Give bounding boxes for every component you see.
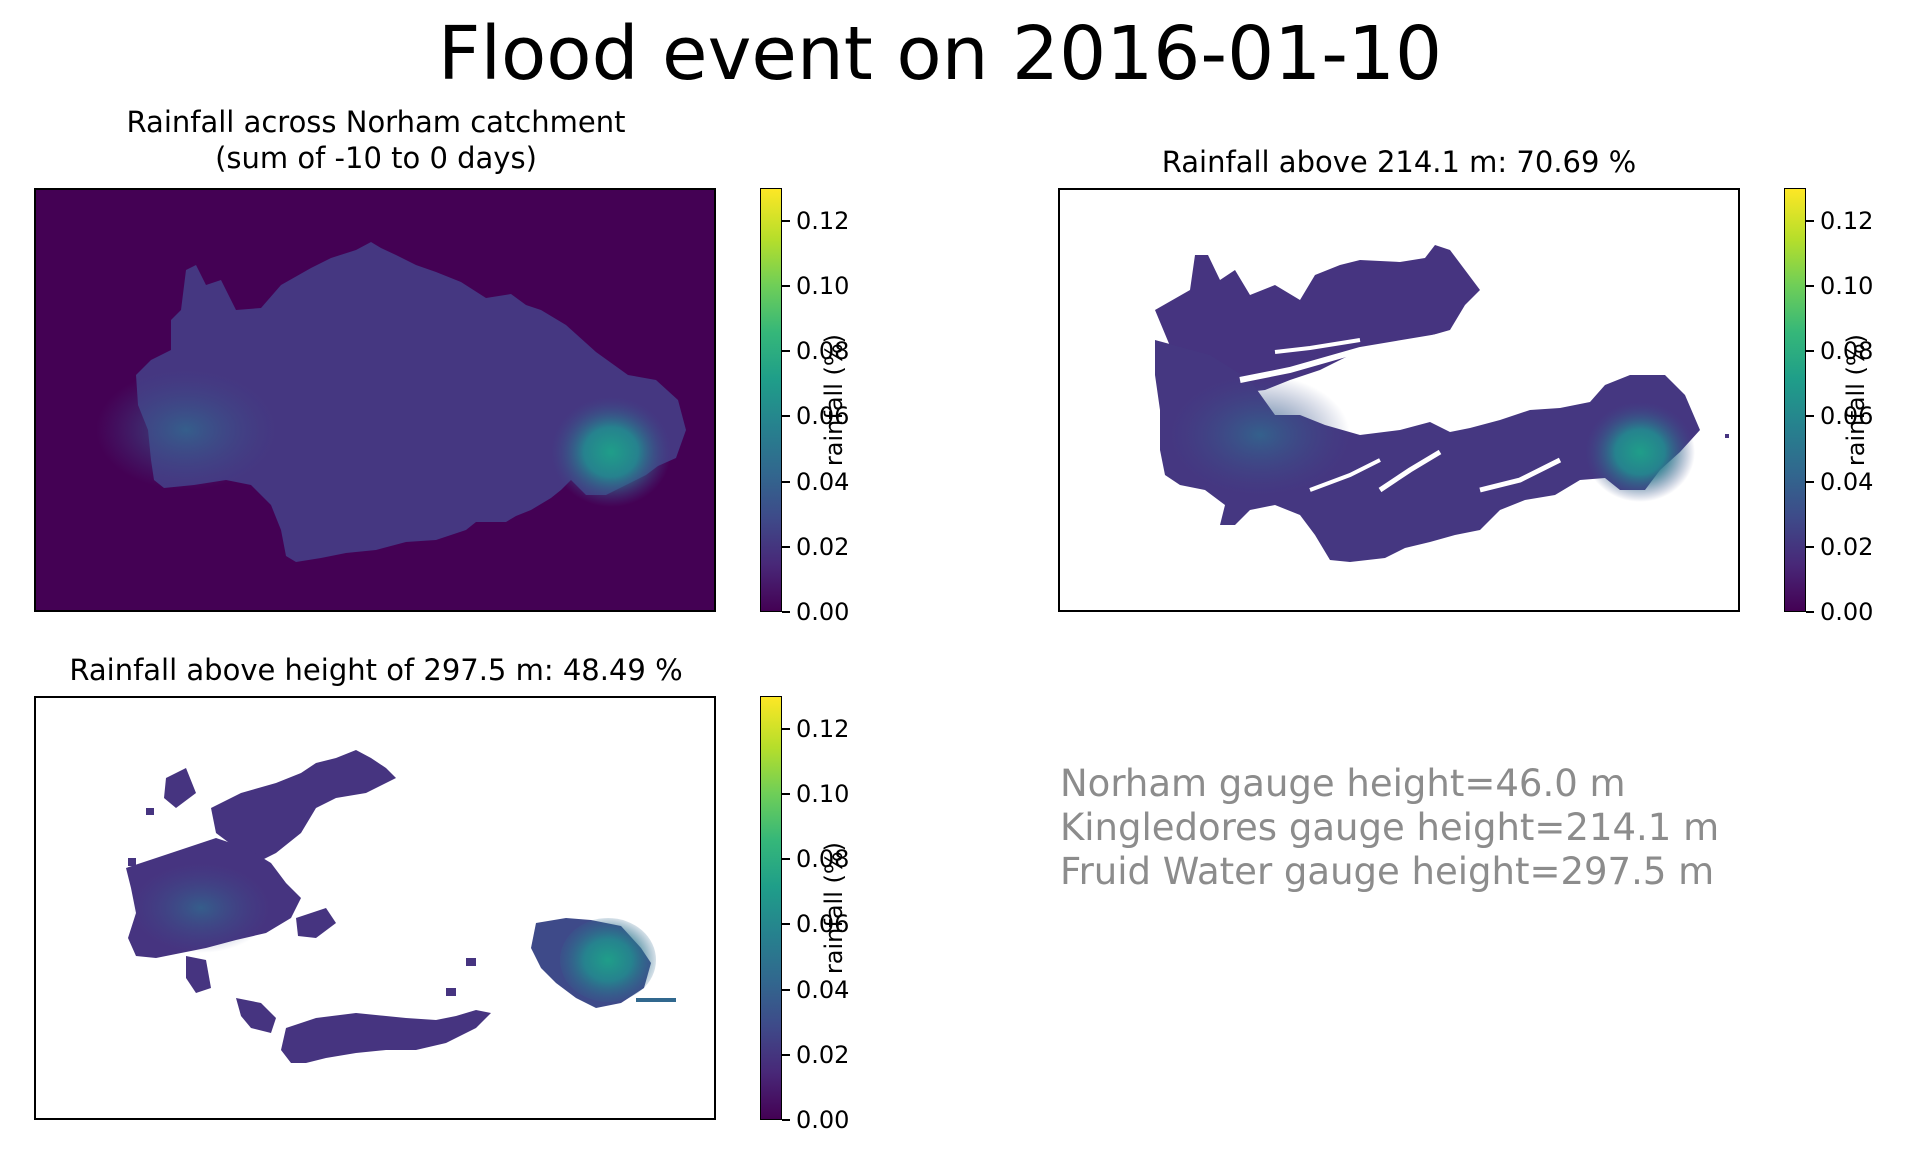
colorbar-tick [782,284,790,287]
colorbar-tick [782,792,790,795]
colorbar-tick [782,350,790,353]
gauge-info-line-3: Fruid Water gauge height=297.5 m [1060,850,1715,893]
colorbar-tick [1806,545,1814,548]
colorbar-tick [782,727,790,730]
colorbar-tick-label: 0.02 [796,1040,850,1069]
panel-3-title: Rainfall above height of 297.5 m: 48.49 … [69,653,683,687]
panel-2-heatmap [1155,245,1729,562]
colorbar-tick-label: 0.08 [796,337,850,366]
colorbar-tick [1806,219,1814,222]
colorbar-tick-label: 0.10 [796,779,850,808]
panel-1-colorbar [760,188,782,612]
gauge-info-line-1: Norham gauge height=46.0 m [1060,762,1626,805]
colorbar-tick [782,611,790,613]
panel-1-title-line-2: (sum of -10 to 0 days) [215,141,537,175]
colorbar-tick [782,545,790,548]
colorbar-tick [782,480,790,483]
colorbar-tick-label: 0.08 [1820,337,1874,366]
panel-1-map [34,188,716,612]
colorbar-tick-label: 0.12 [796,206,850,235]
colorbar-tick-label: 0.10 [796,271,850,300]
catchment-area [136,242,686,562]
colorbar-tick [1806,480,1814,483]
gauge-info: Norham gauge height=46.0 m Kingledores g… [1060,762,1719,894]
colorbar-tick-label: 0.06 [796,402,850,431]
panel-2-map [1058,188,1740,612]
area-above-297m [126,750,676,1063]
panel-3-map [34,696,716,1120]
panel-1-heatmap [96,242,686,562]
colorbar-tick-label: 0.00 [796,1106,850,1134]
colorbar-tick-label: 0.00 [796,598,850,626]
colorbar-tick [1806,611,1814,613]
colorbar-tick [1806,350,1814,353]
colorbar-tick-label: 0.02 [1820,532,1874,561]
panel-2-title: Rainfall above 214.1 m: 70.69 % [1161,145,1637,179]
colorbar-tick-label: 0.08 [796,845,850,874]
colorbar-tick-label: 0.00 [1820,598,1874,626]
area-above-214m [1155,245,1729,562]
colorbar-tick-label: 0.06 [796,910,850,939]
colorbar-tick [782,923,790,926]
colorbar-tick [782,219,790,222]
colorbar-tick [782,858,790,861]
panel-1-title-line-1: Rainfall across Norham catchment [126,105,626,139]
colorbar-tick [1806,284,1814,287]
gauge-info-line-2: Kingledores gauge height=214.1 m [1060,806,1720,849]
colorbar-tick-label: 0.06 [1820,402,1874,431]
colorbar-tick-label: 0.04 [796,467,850,496]
colorbar-tick [782,1053,790,1056]
colorbar-tick [1806,415,1814,418]
panel-3-colorbar [760,696,782,1120]
colorbar-tick [782,988,790,991]
colorbar-tick-label: 0.12 [1820,206,1874,235]
colorbar-tick [782,415,790,418]
figure-title: Flood event on 2016-01-10 [437,11,1443,97]
colorbar-tick-label: 0.04 [796,975,850,1004]
colorbar-tick-label: 0.04 [1820,467,1874,496]
colorbar-tick [782,1119,790,1121]
colorbar-tick-label: 0.12 [796,714,850,743]
panel-3-heatmap [126,750,676,1063]
colorbar-tick-label: 0.10 [1820,271,1874,300]
colorbar-tick-label: 0.02 [796,532,850,561]
panel-1-title: Rainfall across Norham catchment (sum of… [36,104,716,176]
panel-2-colorbar [1784,188,1806,612]
